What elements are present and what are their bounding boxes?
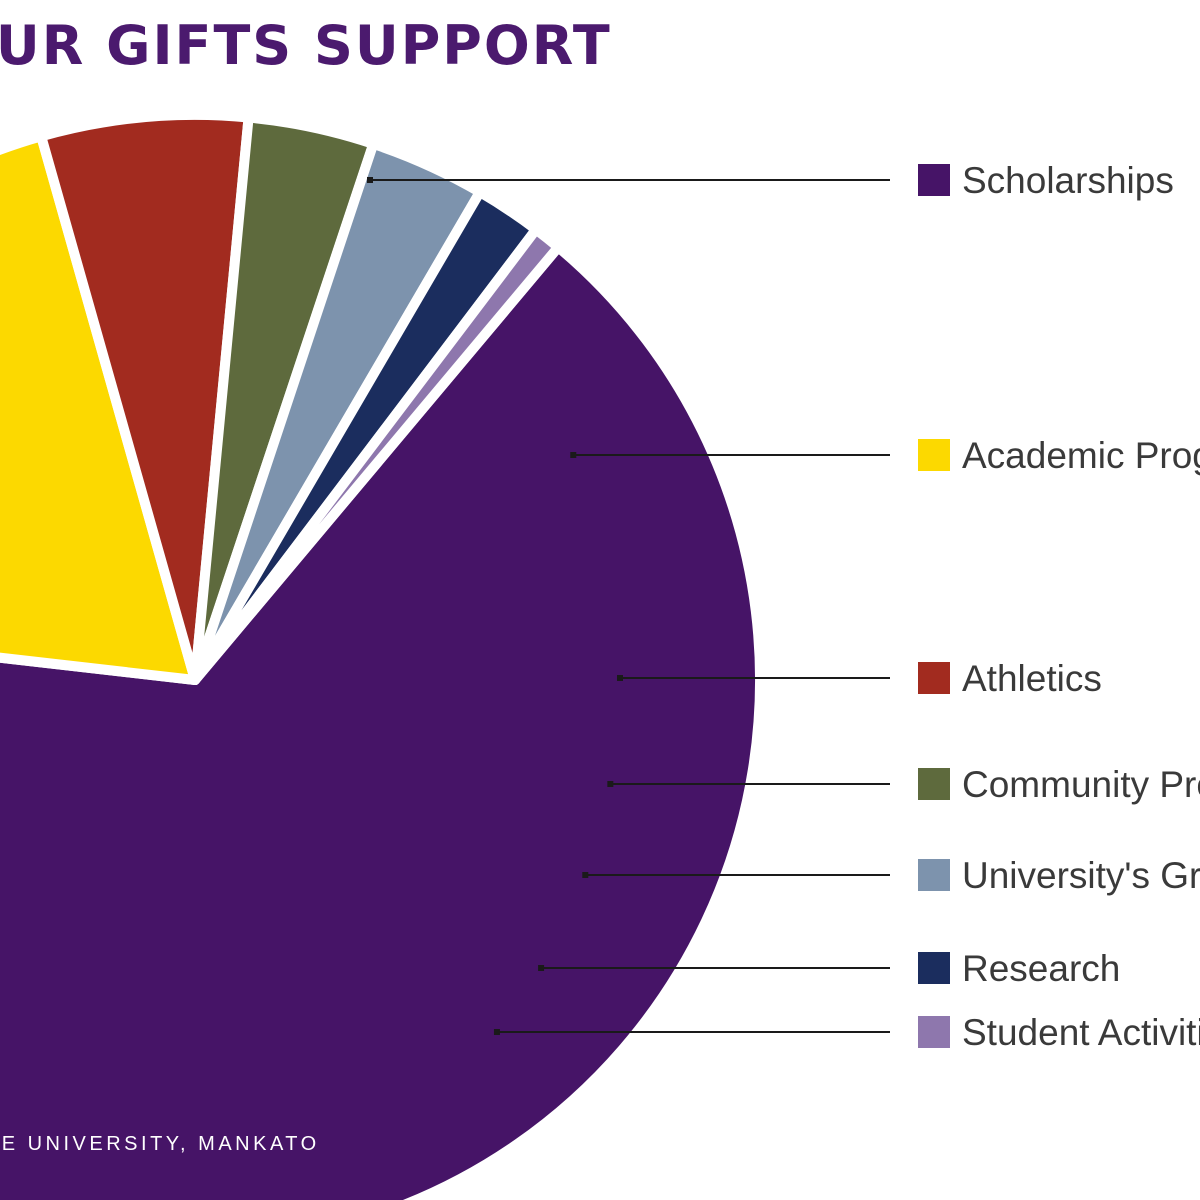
legend-swatch: [918, 952, 950, 984]
legend: Scholarships Academic Prog Athletics Commun…: [918, 160, 1200, 1053]
legend-swatch: [918, 1016, 950, 1048]
leader-dot: [570, 452, 577, 458]
legend-swatch: [918, 164, 950, 196]
leader-dot: [493, 1029, 500, 1035]
legend-swatch: [918, 859, 950, 891]
pie-slice-student-activitie: [190, 224, 564, 685]
leader-lines: [367, 177, 890, 1035]
legend-label: Academic Prog: [962, 435, 1200, 476]
legend-label: Scholarships: [962, 160, 1174, 201]
pie-slice-athletics: [36, 109, 254, 685]
legend-label: Student Activitie: [962, 1012, 1200, 1053]
legend-label: Research: [962, 948, 1120, 989]
legend-swatch: [918, 768, 950, 800]
pie-slice-academic-prog: [0, 131, 200, 685]
pie-slice-scholarships: [0, 242, 766, 1200]
legend-label: Athletics: [962, 658, 1102, 699]
pie-slices: [0, 109, 766, 1200]
footer-institution: TE UNIVERSITY, MANKATO: [0, 1133, 320, 1155]
page-title: OUR GIFTS SUPPORT: [0, 14, 612, 77]
leader-dot: [538, 965, 545, 971]
leader-dot: [582, 872, 589, 878]
leader-dot: [616, 675, 623, 681]
legend-label: University's Gre: [962, 855, 1200, 896]
leader-dot: [607, 781, 614, 787]
legend-swatch: [918, 662, 950, 694]
leader-dot: [367, 177, 373, 183]
legend-swatch: [918, 439, 950, 471]
legend-label: Community Pro: [962, 764, 1200, 805]
